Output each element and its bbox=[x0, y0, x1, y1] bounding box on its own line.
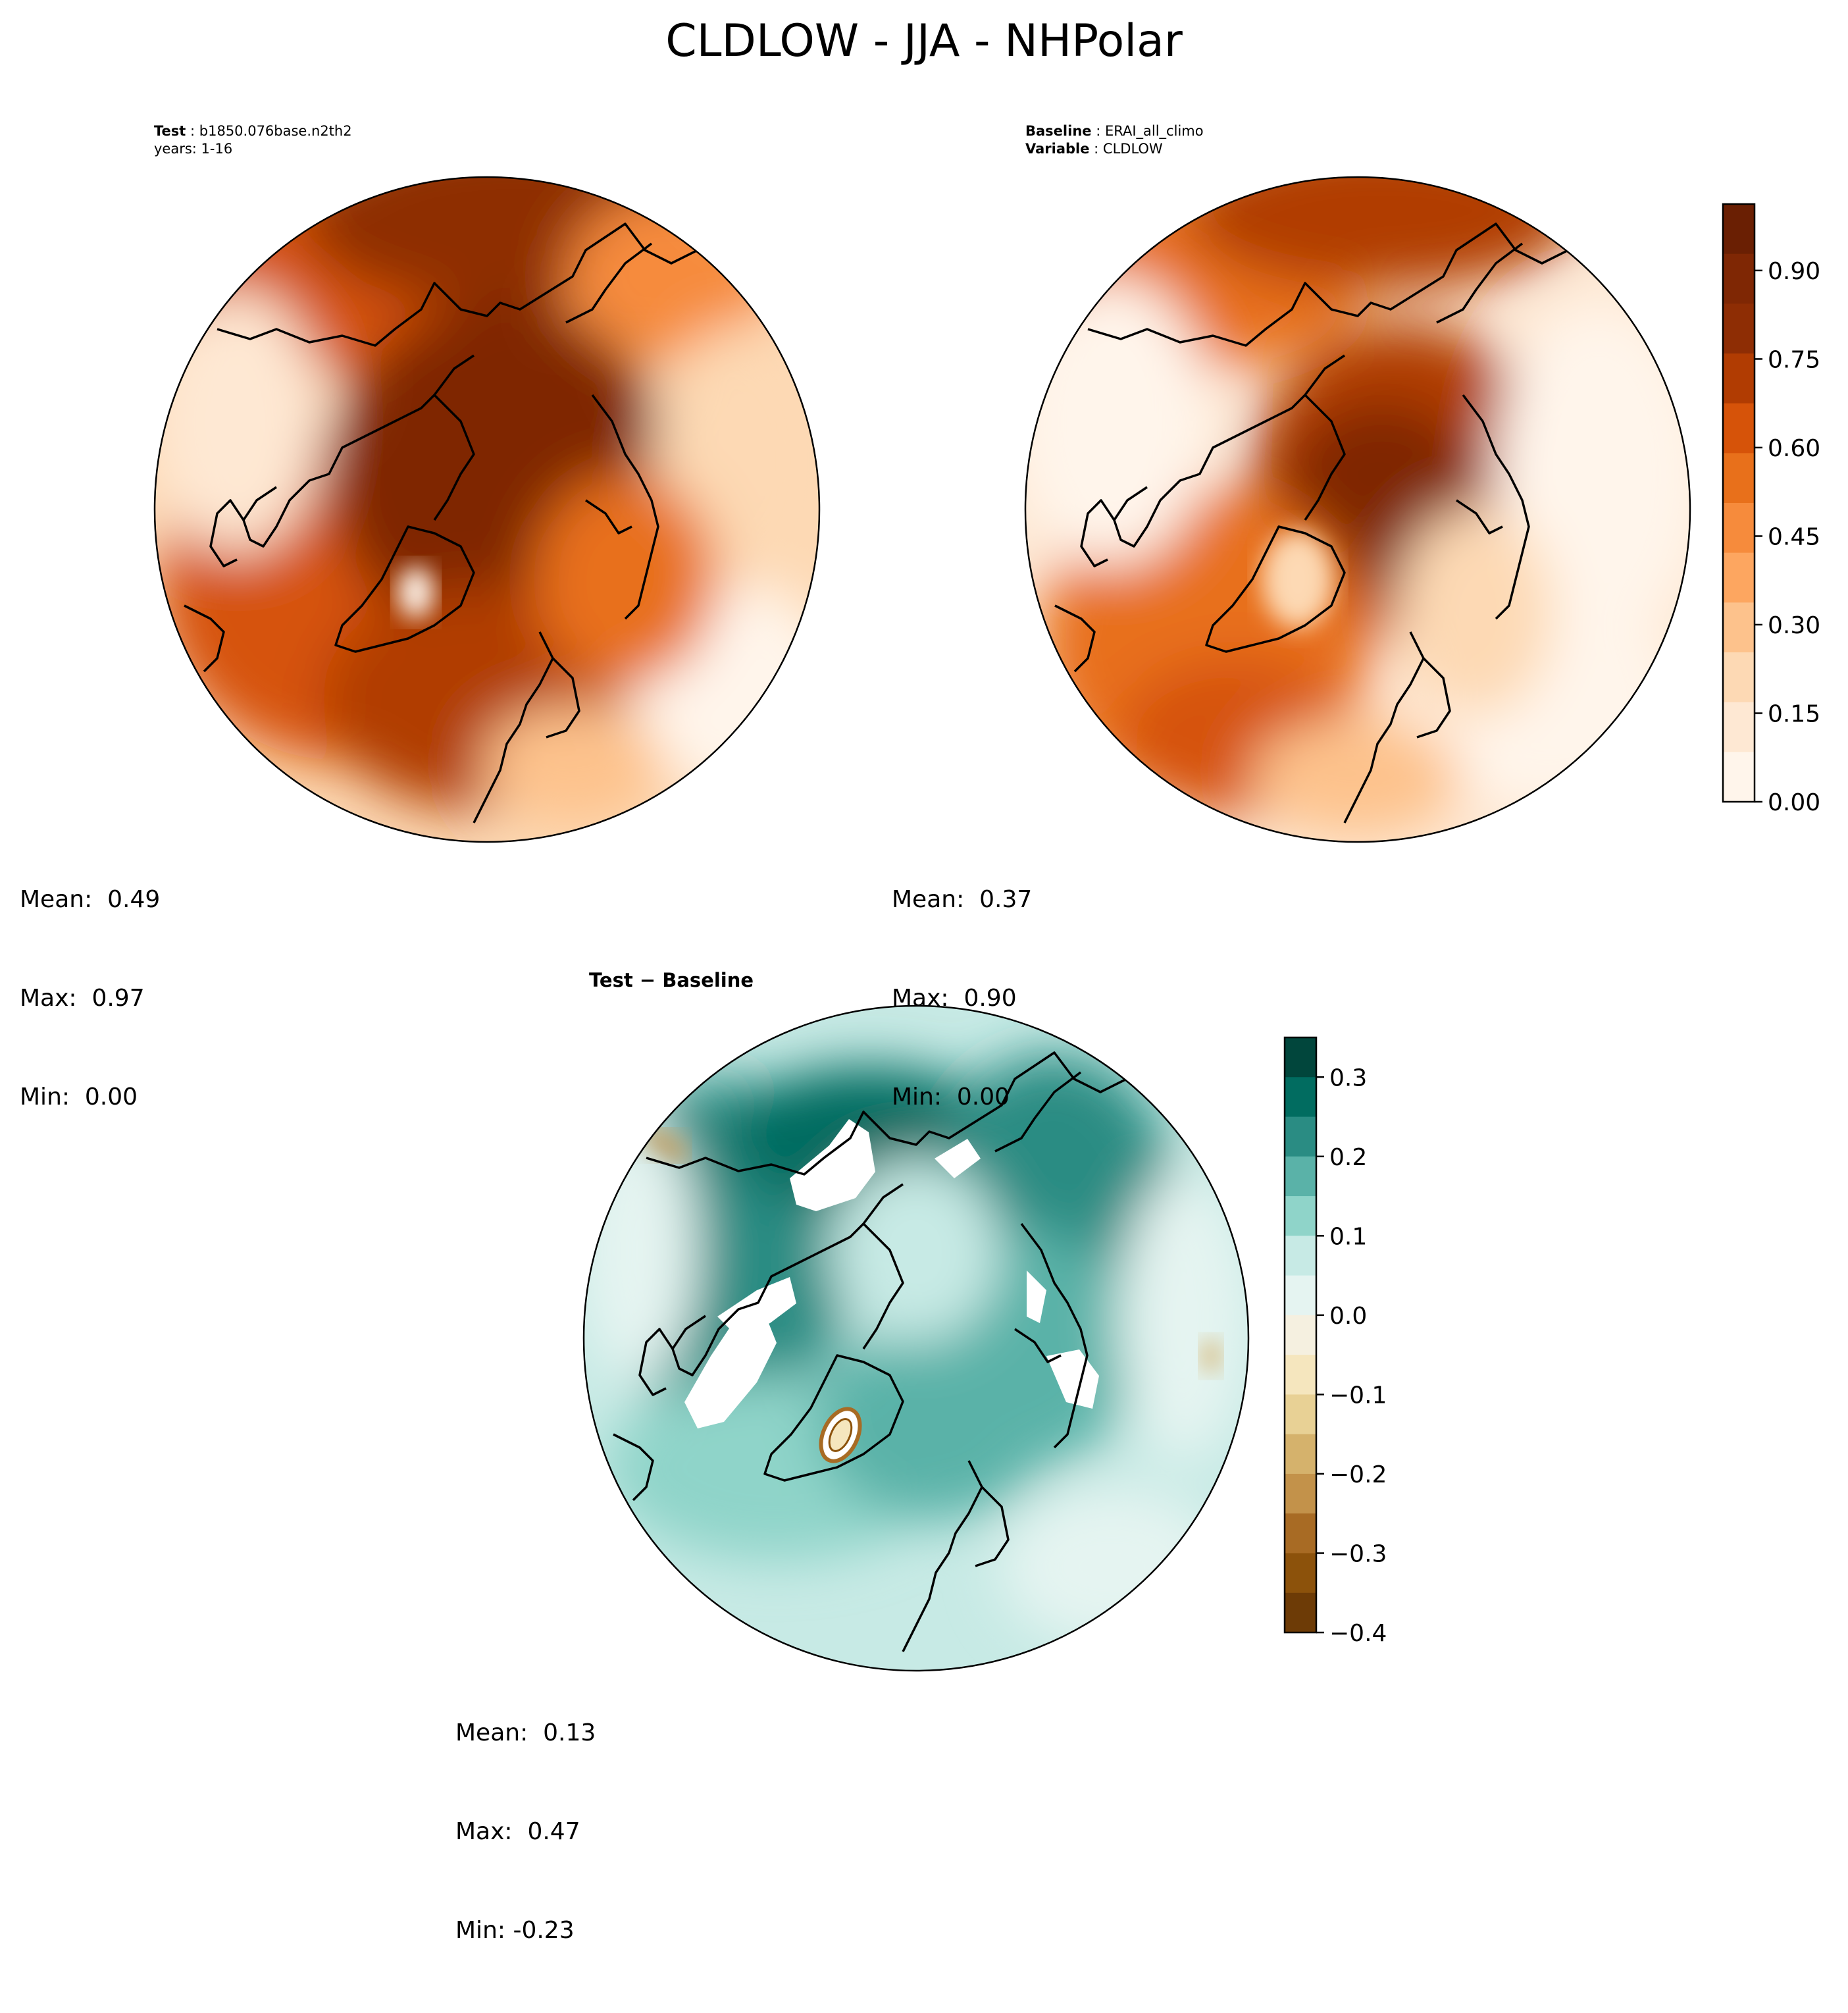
difference-mean: Mean: 0.13 bbox=[455, 1719, 596, 1746]
difference-colorbar-tick-label: −0.3 bbox=[1329, 1540, 1387, 1567]
baseline-max: Max: 0.90 bbox=[892, 985, 1017, 1012]
main-colorbar-tick-label: 0.45 bbox=[1768, 523, 1820, 550]
difference-colorbar: 0.3 0.2 0.1 0.0 −0.1 −0.2 −0.3 −0.4 bbox=[1283, 1036, 1387, 1647]
main-colorbar-color-band bbox=[1723, 602, 1755, 653]
difference-colorbar-color-band bbox=[1285, 1394, 1316, 1435]
main-colorbar-color-band bbox=[1723, 453, 1755, 504]
difference-max: Max: 0.47 bbox=[455, 1818, 580, 1845]
difference-colorbar-color-band bbox=[1285, 1037, 1316, 1078]
baseline-field-shading bbox=[1025, 177, 1690, 836]
main-colorbar-tick-label: 0.00 bbox=[1768, 789, 1820, 816]
test-greenland-minimum bbox=[398, 566, 434, 619]
difference-negative-spot bbox=[1202, 1339, 1220, 1373]
difference-colorbar-color-band bbox=[1285, 1315, 1316, 1355]
variable-name: CLDLOW bbox=[1102, 141, 1163, 157]
baseline-stats: Mean: 0.37 Max: 0.90 Min: 0.00 bbox=[892, 818, 1032, 1180]
difference-greenland-extremum bbox=[819, 1407, 862, 1463]
test-panel-header: Test : b1850.076base.n2th2 years: 1-16 bbox=[154, 123, 352, 157]
difference-colorbar-color-band bbox=[1285, 1355, 1316, 1395]
main-colorbar-color-band bbox=[1723, 752, 1755, 802]
main-colorbar-color-band bbox=[1723, 503, 1755, 554]
difference-colorbar-tick-label: 0.1 bbox=[1329, 1223, 1367, 1250]
difference-map bbox=[582, 1005, 1250, 1672]
test-map bbox=[153, 176, 821, 843]
difference-panel-title: Test − Baseline bbox=[589, 969, 754, 991]
difference-colorbar-color-band bbox=[1285, 1553, 1316, 1594]
main-colorbar-tick-label: 0.30 bbox=[1768, 612, 1820, 639]
difference-colorbar-tick-label: −0.2 bbox=[1329, 1461, 1387, 1488]
test-years: years: 1-16 bbox=[154, 141, 233, 157]
baseline-map-boundary bbox=[1024, 176, 1691, 843]
difference-min: Min: -0.23 bbox=[455, 1917, 575, 1944]
main-colorbar-tick-label: 0.75 bbox=[1768, 346, 1820, 373]
baseline-min: Min: 0.00 bbox=[892, 1084, 1010, 1111]
main-colorbar-color-band bbox=[1723, 303, 1755, 354]
test-case-name: b1850.076base.n2th2 bbox=[199, 123, 352, 139]
baseline-case-name: ERAI_all_climo bbox=[1104, 123, 1204, 139]
baseline-coastlines bbox=[1054, 222, 1583, 824]
main-colorbar-frame bbox=[1722, 203, 1756, 803]
test-header-label: Test bbox=[154, 123, 186, 139]
figure: CLDLOW - JJA - NHPolar Test : b1850.076b… bbox=[20, 15, 1820, 1944]
difference-coastlines bbox=[613, 1051, 1141, 1652]
difference-colorbar-color-band bbox=[1285, 1156, 1316, 1197]
difference-colorbar-tick-label: −0.1 bbox=[1329, 1382, 1387, 1409]
main-colorbar-color-band bbox=[1723, 403, 1755, 454]
main-colorbar-tick-label: 0.60 bbox=[1768, 435, 1820, 462]
main-colorbar-color-band bbox=[1723, 204, 1755, 255]
difference-colorbar-tick-label: 0.2 bbox=[1329, 1144, 1367, 1171]
difference-colorbar-tick-label: −0.4 bbox=[1329, 1620, 1387, 1647]
test-stats: Mean: 0.49 Max: 0.97 Min: 0.00 bbox=[20, 818, 160, 1180]
difference-map-boundary bbox=[582, 1005, 1250, 1672]
main-colorbar-color-band bbox=[1723, 353, 1755, 404]
difference-colorbar-color-band bbox=[1285, 1196, 1316, 1236]
map-canvas: 0.000.150.300.450.600.750.90 0.30.20.10.… bbox=[153, 176, 1820, 1672]
difference-missing-regions bbox=[684, 1119, 1099, 1428]
difference-colorbar-tick-label: 0.3 bbox=[1329, 1064, 1367, 1091]
main-colorbar-tick-label: 0.90 bbox=[1768, 258, 1820, 285]
variable-header-label: Variable bbox=[1025, 141, 1090, 157]
main-colorbar-tick-label: 0.15 bbox=[1768, 700, 1820, 727]
difference-colorbar-color-band bbox=[1285, 1236, 1316, 1276]
main-colorbar-color-band bbox=[1723, 652, 1755, 703]
difference-colorbar-color-band bbox=[1285, 1513, 1316, 1554]
baseline-greenland-area bbox=[1262, 530, 1334, 629]
test-min: Min: 0.00 bbox=[20, 1084, 138, 1111]
figure-title: CLDLOW - JJA - NHPolar bbox=[665, 15, 1183, 67]
main-colorbar: 0.00 0.15 0.30 0.45 0.60 0.75 0.90 bbox=[1722, 203, 1820, 816]
difference-colorbar-color-band bbox=[1285, 1116, 1316, 1157]
difference-colorbar-color-band bbox=[1285, 1592, 1316, 1633]
difference-colorbar-frame bbox=[1283, 1036, 1318, 1634]
difference-colorbar-tick-label: 0.0 bbox=[1329, 1303, 1367, 1330]
difference-colorbar-color-band bbox=[1285, 1275, 1316, 1316]
test-coastlines bbox=[184, 222, 712, 824]
baseline-header-label: Baseline bbox=[1025, 123, 1092, 139]
difference-stats: Mean: 0.13 Max: 0.47 Min: -0.23 bbox=[455, 1651, 596, 2013]
test-mean: Mean: 0.49 bbox=[20, 886, 161, 913]
baseline-mean: Mean: 0.37 bbox=[892, 886, 1033, 913]
main-colorbar-color-band bbox=[1723, 552, 1755, 603]
test-max: Max: 0.97 bbox=[20, 985, 145, 1012]
difference-colorbar-color-band bbox=[1285, 1077, 1316, 1118]
test-map-boundary bbox=[153, 176, 821, 843]
test-field-shading bbox=[155, 177, 819, 823]
difference-colorbar-color-band bbox=[1285, 1473, 1316, 1514]
difference-colorbar-color-band bbox=[1285, 1434, 1316, 1475]
baseline-map bbox=[1024, 176, 1691, 843]
main-colorbar-color-band bbox=[1723, 702, 1755, 752]
main-colorbar-color-band bbox=[1723, 253, 1755, 304]
baseline-panel-header: Baseline : ERAI_all_climo Variable : CLD… bbox=[1025, 123, 1204, 157]
